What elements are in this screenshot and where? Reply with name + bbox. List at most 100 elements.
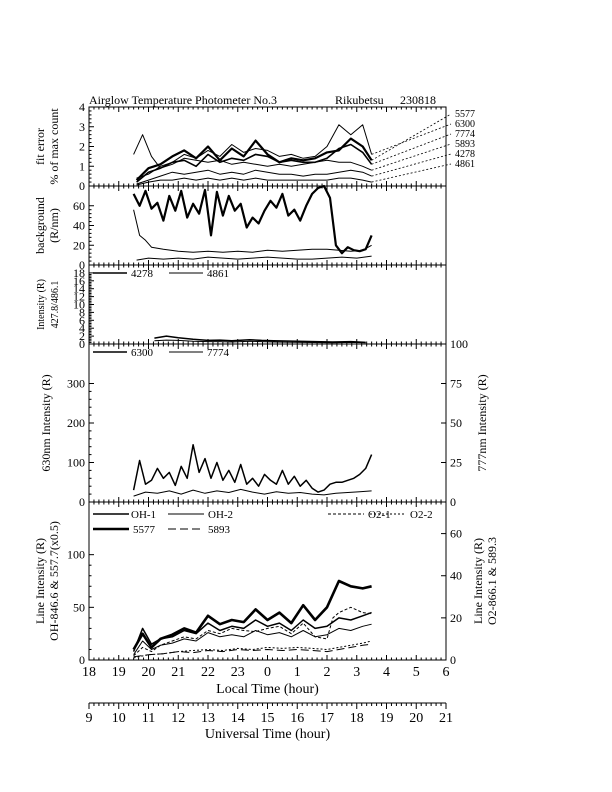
- local-time-tick-label: 21: [171, 665, 185, 680]
- y-axis-label: % of max count: [47, 108, 61, 185]
- end-label-leader: [371, 163, 452, 183]
- panel-intensity-630-777: 0 100 200 300 0 25 50 75 100 630nm Intensity (R) 7…: [39, 337, 489, 509]
- y-tick-label: 8: [79, 305, 85, 319]
- series-bg-medium-line: [133, 209, 372, 253]
- y-right-tick-label: 0: [450, 653, 456, 667]
- series-4278-line: [136, 169, 372, 185]
- y-tick-label: 10: [73, 298, 85, 312]
- ut-tick-label: 17: [320, 711, 334, 726]
- end-label-leader: [371, 113, 452, 161]
- y-right-axis-label: O2-866.1 & 589.3: [485, 537, 499, 625]
- series-7774-line: [136, 143, 373, 183]
- local-time-tick-label: 22: [201, 665, 215, 680]
- local-time-tick-label: 2: [324, 665, 331, 680]
- local-time-tick-label: 5: [413, 665, 420, 680]
- local-time-tick-label: 23: [231, 665, 245, 680]
- ut-tick-label: 16: [290, 711, 304, 726]
- y-axis-label: fit error: [33, 128, 47, 165]
- local-time-tick-label: 3: [353, 665, 360, 680]
- legend-label-O2-2: O2-2: [410, 509, 433, 521]
- series-7774-line: [133, 488, 372, 497]
- series-OH-2-line: [133, 623, 372, 655]
- series-4278-line: [154, 335, 366, 344]
- local-time-tick-label: 18: [82, 665, 96, 680]
- end-label-5893: 5893: [455, 139, 475, 150]
- ut-tick-label: 14: [231, 711, 245, 726]
- y-axis-label: OH-846.6 & 557.7(x0.5): [47, 521, 61, 641]
- legend-label-5893: 5893: [208, 524, 231, 536]
- y-tick-label: 100: [67, 548, 85, 562]
- y-tick-label: 0: [79, 179, 85, 193]
- local-time-tick-label: 1: [294, 665, 301, 680]
- y-tick-label: 40: [73, 219, 85, 233]
- panel-fit-error: 0 1 2 3 4 fit error% of max count 557763007774…: [33, 100, 475, 193]
- y-tick-label: 12: [73, 290, 85, 304]
- y-tick-label: 16: [73, 274, 85, 288]
- legend-label-OH-1: OH-1: [131, 509, 156, 521]
- end-label-4861: 4861: [455, 159, 475, 170]
- y-axis-label: Intensity (R): [36, 279, 47, 330]
- y-axis-label: background: [33, 197, 47, 254]
- legend-label-7774: 7774: [207, 347, 230, 359]
- y-right-tick-label: 100: [450, 337, 468, 351]
- y-axis-label: (R/nm): [47, 208, 61, 243]
- local-time-tick-label: 4: [383, 665, 390, 680]
- ut-tick-label: 12: [171, 711, 185, 726]
- end-label-leader: [371, 123, 452, 155]
- ut-tick-label: 11: [142, 711, 155, 726]
- legend-label-4278: 4278: [131, 268, 154, 280]
- ut-tick-label: 10: [112, 711, 126, 726]
- y-tick-label: 20: [73, 238, 85, 252]
- series-O2-1-line: [133, 606, 372, 657]
- date-label: 230818: [400, 93, 436, 107]
- ut-tick-label: 19: [380, 711, 394, 726]
- ut-tick-label: 20: [409, 711, 423, 726]
- y-tick-label: 0: [79, 258, 85, 272]
- y-tick-label: 200: [67, 416, 85, 430]
- y-axis-label: Line Intensity (R): [33, 538, 47, 624]
- y-tick-label: 0: [79, 495, 85, 509]
- y-right-tick-label: 40: [450, 569, 462, 583]
- y-tick-label: 100: [67, 456, 85, 470]
- y-tick-label: 18: [73, 266, 85, 280]
- local-time-tick-label: 20: [142, 665, 156, 680]
- y-right-tick-label: 75: [450, 377, 462, 391]
- series-O2-2-line: [133, 640, 372, 659]
- y-tick-label: 0: [79, 653, 85, 667]
- y-right-tick-label: 25: [450, 456, 462, 470]
- y-tick-label: 4: [79, 100, 85, 114]
- y-tick-label: 300: [67, 377, 85, 391]
- y-right-tick-label: 0: [450, 495, 456, 509]
- ut-axis-label: Universal Time (hour): [205, 727, 331, 742]
- y-tick-label: 1: [79, 159, 85, 173]
- legend-label-OH-2: OH-2: [208, 509, 233, 521]
- y-tick-label: 60: [73, 199, 85, 213]
- legend-label-4861: 4861: [207, 268, 229, 280]
- end-label-5577: 5577: [455, 109, 475, 120]
- end-label-4278: 4278: [455, 149, 475, 160]
- y-tick-label: 0: [79, 337, 85, 351]
- series-5893-line: [133, 643, 372, 658]
- end-label-6300: 6300: [455, 119, 475, 130]
- legend-label-5577: 5577: [133, 524, 156, 536]
- chart-title: Airglow Temperature Photometer No.3: [89, 93, 277, 107]
- local-time-tick-label: 0: [264, 665, 271, 680]
- y-right-tick-label: 60: [450, 527, 462, 541]
- end-label-leader: [371, 153, 452, 177]
- series-6300-line: [132, 443, 373, 493]
- ut-tick-label: 21: [439, 711, 453, 726]
- y-right-tick-label: 20: [450, 611, 462, 625]
- y-tick-label: 3: [79, 120, 85, 134]
- y-right-axis-label: 777nm Intensity (R): [475, 374, 489, 471]
- y-right-tick-label: 50: [450, 416, 462, 430]
- ut-tick-label: 18: [350, 711, 364, 726]
- series-5893-line: [133, 134, 372, 171]
- series-4861-line: [154, 339, 366, 344]
- series-bg-bold-line: [132, 184, 373, 255]
- y-tick-label: 14: [73, 282, 85, 296]
